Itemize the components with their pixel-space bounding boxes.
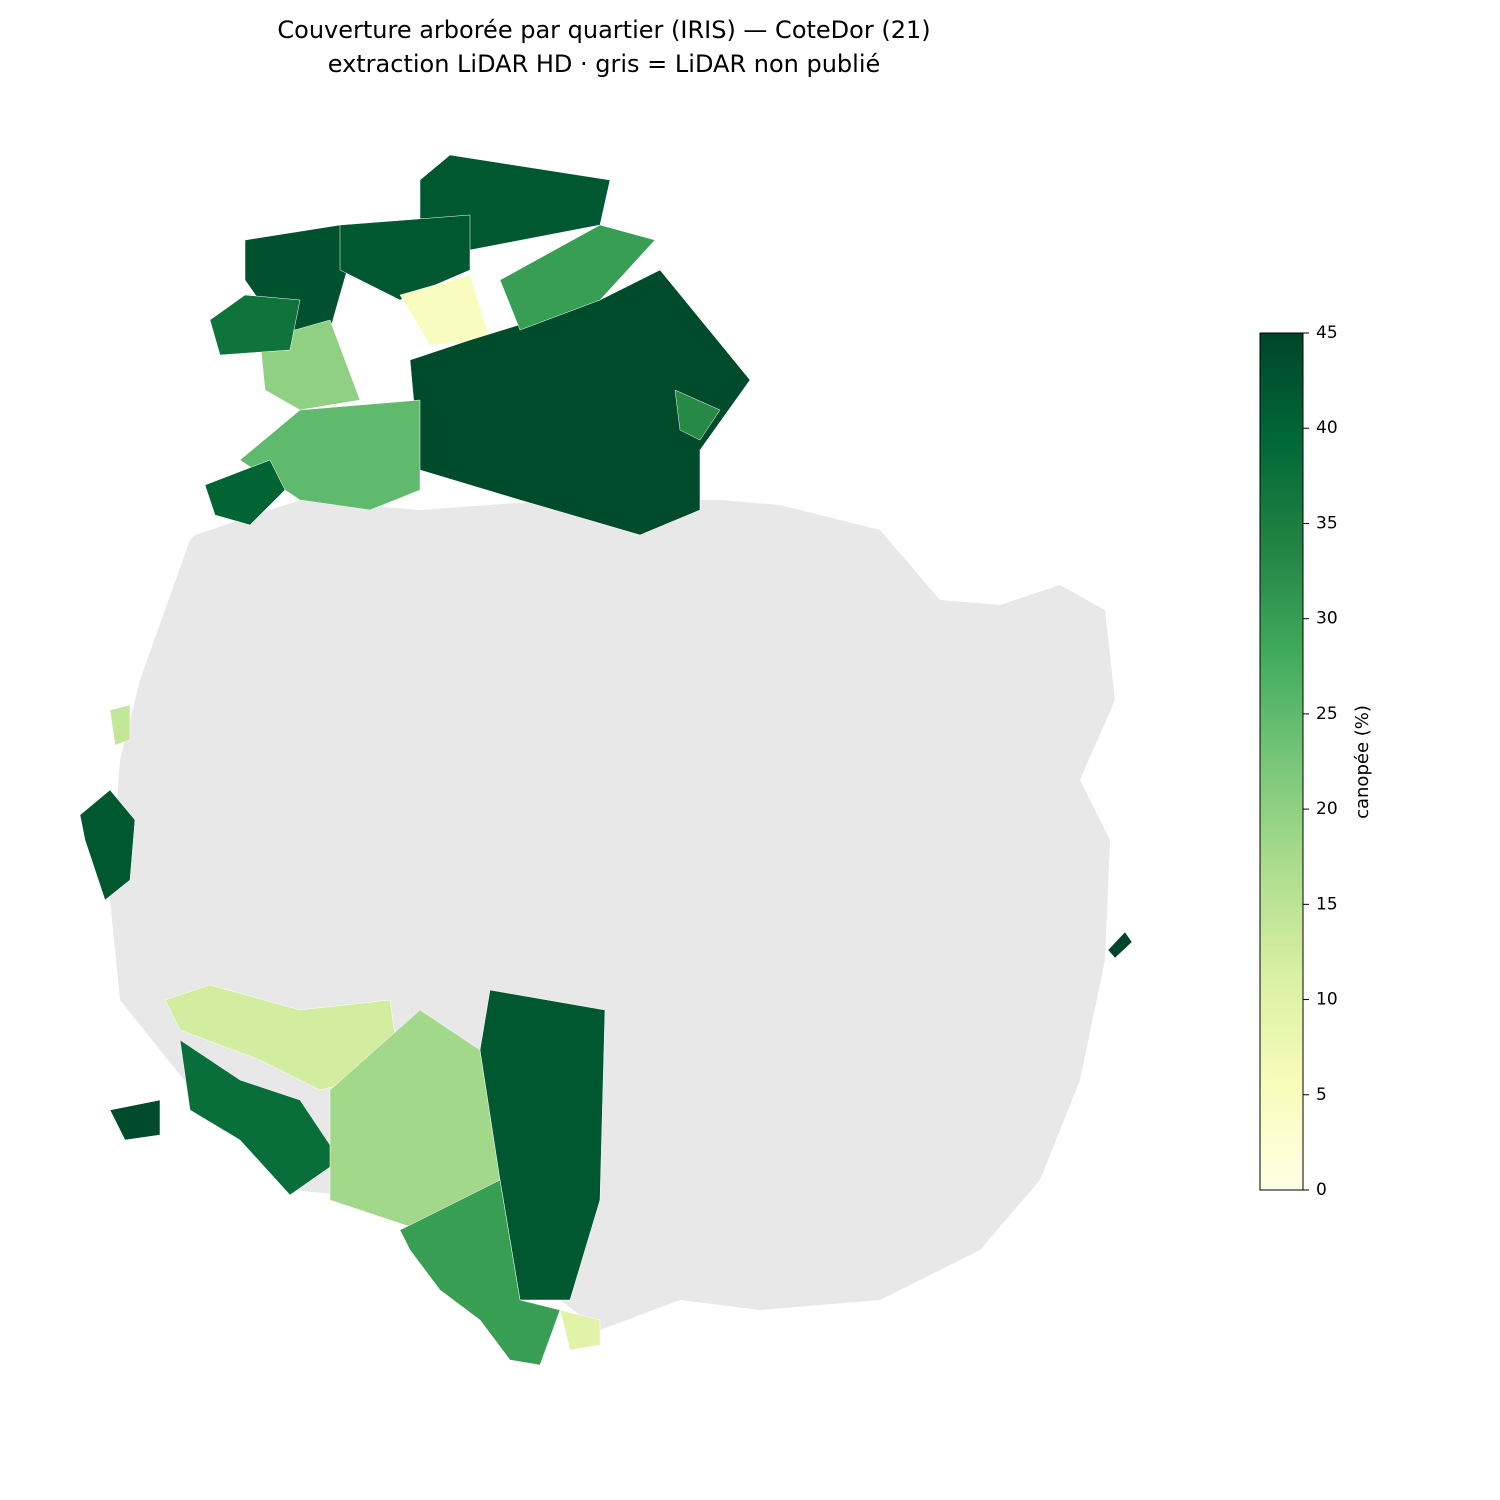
colorbar-tick-label: 0 [1316, 1180, 1327, 1200]
region [109, 1099, 161, 1141]
colorbar-tick-label: 40 [1316, 418, 1338, 438]
region [479, 989, 606, 1301]
colorbar-label: canopée (%) [1352, 705, 1373, 819]
title: Couverture arborée par quartier (IRIS) —… [277, 16, 930, 44]
colorbar-tick-label: 15 [1316, 894, 1338, 914]
colorbar-tick-label: 30 [1316, 609, 1338, 629]
colorbar-tick-label: 35 [1316, 513, 1338, 533]
region [559, 1309, 601, 1351]
colorbar-tick-label: 10 [1316, 990, 1338, 1010]
colorbar [1259, 332, 1304, 1191]
region [79, 789, 136, 901]
region [204, 459, 286, 526]
region [399, 1179, 561, 1366]
region [209, 294, 301, 356]
regions [79, 154, 1133, 1366]
colorbar-tick-label: 5 [1316, 1085, 1327, 1105]
region [674, 389, 721, 441]
colorbar-ticks: 0 5 10 15 20 25 30 35 40 45 [1303, 323, 1338, 1200]
region [499, 224, 656, 331]
region [179, 1039, 341, 1196]
region [109, 704, 131, 746]
colorbar-tick-label: 20 [1316, 799, 1338, 819]
colorbar-tick-label: 45 [1316, 323, 1338, 343]
region [1107, 931, 1133, 959]
unpublished-area [110, 500, 1115, 1330]
colorbar-tick-label: 25 [1316, 704, 1338, 724]
region [239, 399, 421, 511]
subtitle: extraction LiDAR HD · gris = LiDAR non p… [328, 50, 881, 78]
